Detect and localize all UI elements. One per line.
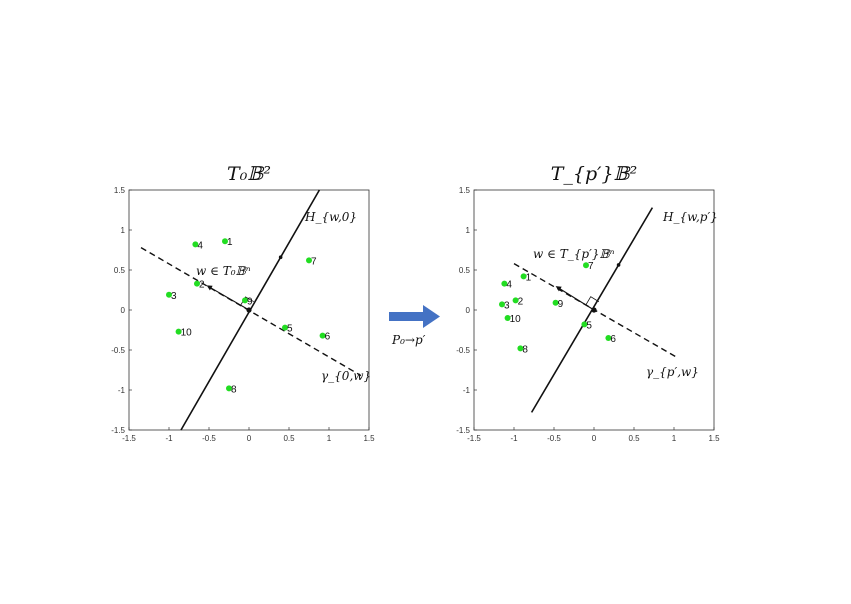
data-point-label: 6 xyxy=(325,332,331,343)
normal-vector-arrow xyxy=(555,286,595,311)
data-point-label: 10 xyxy=(510,314,522,325)
x-tick-label: -0.5 xyxy=(202,434,216,443)
x-tick-label: 1 xyxy=(672,434,677,443)
data-point xyxy=(501,280,508,287)
hyperplane-label: H_{w,0} xyxy=(304,210,357,224)
data-point xyxy=(222,238,228,245)
y-tick-label: -0.5 xyxy=(456,346,470,355)
geodesic-label: γ_{0,w} xyxy=(321,369,371,383)
normal-vector-arrow xyxy=(206,285,250,311)
data-point xyxy=(194,280,200,287)
hyperplane-label: H_{w,p′} xyxy=(662,210,718,224)
x-tick-label: 0.5 xyxy=(283,434,295,443)
x-tick-label: -1 xyxy=(165,434,173,443)
normal-vector-label: w ∈ T_{p′}𝔹ⁿ xyxy=(533,247,615,261)
data-point xyxy=(242,297,248,304)
y-tick-label: 1.5 xyxy=(459,186,471,195)
geodesic-line xyxy=(140,246,362,377)
data-point xyxy=(226,385,232,392)
transport-arrow: P₀→p′ xyxy=(389,305,440,347)
data-point-label: 3 xyxy=(171,291,177,302)
panel-title: T₀𝔹² xyxy=(227,163,271,185)
data-point-label: 1 xyxy=(526,272,532,283)
data-point-label: 1 xyxy=(227,237,233,248)
data-point xyxy=(499,301,505,308)
y-tick-label: 1 xyxy=(121,226,126,235)
y-tick-label: -1 xyxy=(463,386,471,395)
y-tick-label: 1 xyxy=(466,226,471,235)
hyperplane-direction-mark xyxy=(616,263,621,267)
x-tick-label: 0 xyxy=(592,434,597,443)
y-tick-label: 0 xyxy=(466,306,471,315)
data-point-label: 8 xyxy=(231,384,237,395)
data-point-label: 8 xyxy=(522,344,528,355)
data-point xyxy=(282,324,288,331)
data-point-label: 10 xyxy=(181,328,193,339)
transport-arrow-label: P₀→p′ xyxy=(391,333,426,347)
y-tick-label: 0.5 xyxy=(114,266,126,275)
data-point-label: 5 xyxy=(586,320,592,331)
data-point xyxy=(504,315,511,321)
x-tick-label: -1.5 xyxy=(467,434,481,443)
left-panel: T₀𝔹² -1.5 -1 -0.5 0 0.5 1 1.5 1.5 1 0.5 0 -0.5 -1 -1.5… xyxy=(111,163,375,443)
data-point-label: 7 xyxy=(588,261,594,272)
data-point xyxy=(512,297,519,304)
data-point-label: 5 xyxy=(287,324,293,335)
y-tick-label: 0.5 xyxy=(459,266,471,275)
data-point xyxy=(581,321,588,328)
data-point-label: 3 xyxy=(504,300,510,311)
y-tick-label: -1.5 xyxy=(111,426,125,435)
data-point-label: 9 xyxy=(558,299,564,310)
data-point xyxy=(166,291,172,298)
data-point xyxy=(583,262,589,269)
transport-arrow-shaft xyxy=(389,312,423,321)
geodesic-label: γ_{p′,w} xyxy=(646,365,699,379)
data-point-label: 7 xyxy=(311,256,317,267)
data-point-label: 4 xyxy=(197,240,203,251)
data-point xyxy=(319,332,326,339)
origin-point xyxy=(246,307,252,313)
x-tick-label: -1.5 xyxy=(122,434,136,443)
right-angle-marker xyxy=(240,296,254,306)
x-tick-label: -0.5 xyxy=(547,434,561,443)
data-point xyxy=(605,335,612,341)
data-point xyxy=(306,257,312,264)
right-panel: T_{p′}𝔹² -1.5 -1 -0.5 0 0.5 1 1.5 1.5 1 0.5 0 -0.5 -1… xyxy=(456,163,720,443)
data-point xyxy=(552,299,559,306)
data-point xyxy=(192,241,199,248)
data-point-label: 2 xyxy=(199,280,205,291)
data-point-label: 4 xyxy=(506,280,512,291)
x-tick-label: 0 xyxy=(247,434,252,443)
data-point-label: 9 xyxy=(247,296,253,307)
y-tick-label: 0 xyxy=(121,306,126,315)
data-point xyxy=(175,328,182,335)
right-angle-marker xyxy=(585,296,600,306)
x-tick-label: 1 xyxy=(327,434,332,443)
y-tick-label: -1.5 xyxy=(456,426,470,435)
y-tick-label: -0.5 xyxy=(111,346,125,355)
x-tick-label: -1 xyxy=(510,434,518,443)
data-point xyxy=(517,345,524,352)
data-point-label: 2 xyxy=(518,296,524,307)
hyperplane-direction-mark xyxy=(278,255,283,259)
y-tick-label: 1.5 xyxy=(114,186,126,195)
x-tick-label: 1.5 xyxy=(363,434,375,443)
panel-title: T_{p′}𝔹² xyxy=(551,163,638,185)
transport-arrow-head xyxy=(423,305,440,328)
x-tick-label: 1.5 xyxy=(708,434,720,443)
y-tick-label: -1 xyxy=(118,386,126,395)
normal-vector-label: w ∈ T₀𝔹ⁿ xyxy=(196,264,251,278)
origin-point xyxy=(591,307,597,313)
data-point xyxy=(520,273,527,280)
data-point-label: 6 xyxy=(610,334,616,345)
x-tick-label: 0.5 xyxy=(628,434,640,443)
